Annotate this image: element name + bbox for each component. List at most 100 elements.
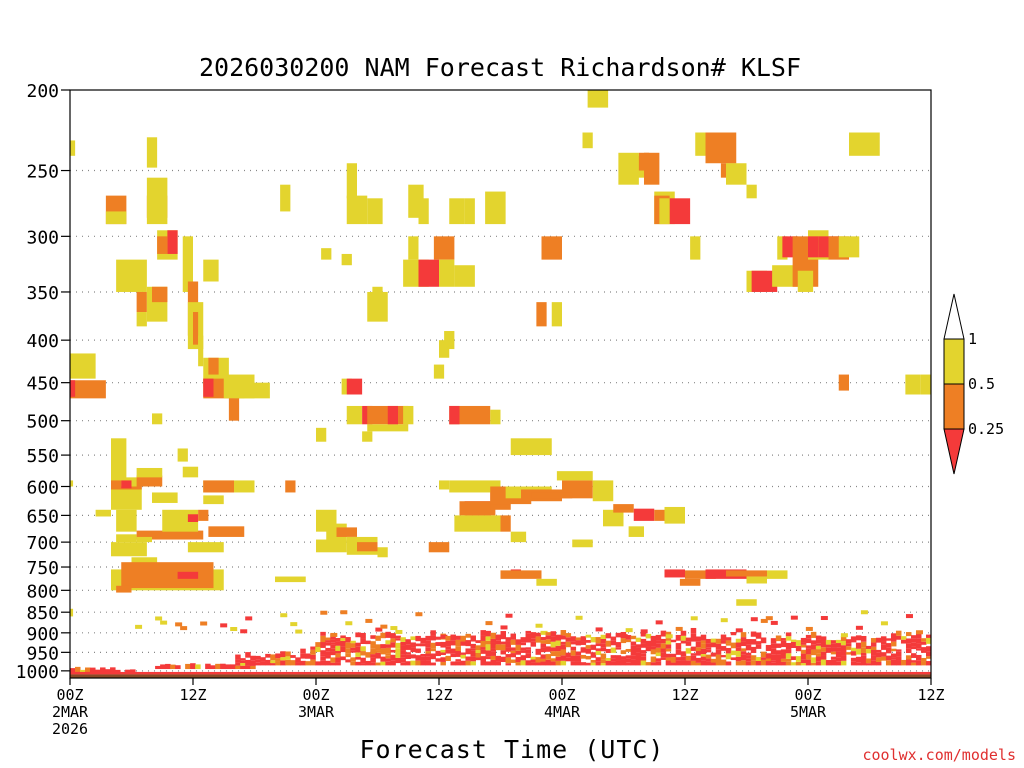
richardson-cell [650, 641, 657, 647]
richardson-cell [650, 656, 657, 663]
richardson-cell [450, 648, 456, 654]
richardson-cell [525, 633, 532, 638]
richardson-cell [520, 650, 527, 653]
richardson-cell [182, 236, 193, 292]
richardson-cell [275, 658, 281, 662]
richardson-cell [415, 660, 421, 666]
richardson-cell [445, 655, 451, 662]
richardson-cell [875, 657, 882, 662]
richardson-cell [525, 647, 532, 650]
richardson-cell [208, 526, 245, 537]
richardson-cell [675, 643, 682, 650]
richardson-cell [425, 651, 431, 654]
richardson-cell [240, 665, 246, 670]
richardson-cell [775, 643, 782, 648]
richardson-cell [415, 635, 421, 642]
richardson-cell [136, 312, 147, 327]
richardson-cell [346, 195, 368, 225]
y-tick-label: 650 [26, 506, 59, 527]
richardson-cell [500, 650, 507, 655]
richardson-cell [455, 650, 461, 657]
richardson-cell [750, 639, 757, 645]
richardson-cell [480, 660, 486, 666]
richardson-cell [370, 657, 376, 663]
richardson-cell [805, 648, 812, 655]
richardson-cell [355, 656, 361, 660]
richardson-cell [325, 640, 331, 643]
richardson-cell [585, 662, 592, 666]
richardson-cell [835, 643, 842, 648]
richardson-cell [710, 638, 717, 643]
richardson-cell [710, 662, 717, 666]
richardson-cell [280, 613, 288, 618]
richardson-cell [705, 661, 712, 666]
richardson-cell [925, 634, 931, 638]
richardson-cell [430, 630, 436, 636]
richardson-cell [116, 585, 132, 593]
richardson-cell [335, 650, 341, 654]
richardson-cell [505, 657, 512, 664]
richardson-cell [690, 638, 697, 642]
richardson-cell [585, 648, 592, 654]
richardson-cell [480, 656, 486, 661]
richardson-cell [880, 641, 887, 645]
richardson-cell [680, 630, 687, 636]
richardson-cell [590, 637, 597, 643]
richardson-cell [425, 647, 431, 652]
richardson-cell [520, 660, 527, 666]
richardson-cell [555, 637, 562, 641]
richardson-cell [735, 650, 742, 657]
richardson-cell [545, 646, 552, 652]
x-tick-label: 12Z [425, 686, 452, 704]
y-tick-label: 450 [26, 374, 59, 395]
richardson-cell [116, 509, 137, 532]
richardson-cell [300, 653, 306, 659]
richardson-cell [545, 654, 552, 660]
richardson-cell [800, 649, 807, 654]
richardson-cell [685, 637, 692, 642]
richardson-cell [705, 638, 712, 644]
richardson-cell [430, 662, 436, 666]
richardson-cell [565, 633, 572, 638]
richardson-cell [350, 650, 356, 653]
richardson-cell [500, 515, 511, 532]
richardson-cell [490, 642, 496, 649]
richardson-cell [705, 132, 737, 164]
richardson-cell [510, 653, 517, 658]
richardson-cell [645, 646, 652, 652]
richardson-cell [895, 649, 902, 652]
richardson-cell [485, 661, 491, 666]
richardson-cell [111, 542, 147, 557]
richardson-cell [800, 637, 807, 643]
richardson-cell [190, 663, 196, 670]
richardson-cell [575, 615, 583, 620]
richardson-cell [500, 641, 507, 645]
richardson-cell [170, 664, 176, 670]
plot-frame [69, 89, 932, 679]
richardson-cell [255, 662, 261, 666]
richardson-cell [245, 665, 251, 670]
richardson-cell [895, 660, 902, 666]
richardson-cell [440, 634, 448, 639]
richardson-cell [270, 660, 276, 664]
richardson-cell [405, 654, 411, 659]
richardson-cell [460, 635, 466, 642]
richardson-cell [315, 642, 321, 647]
richardson-cell [555, 660, 562, 666]
richardson-cell [285, 651, 291, 657]
richardson-cell [745, 655, 752, 659]
richardson-cell [750, 660, 757, 666]
richardson-cell [860, 647, 867, 653]
richardson-cell [540, 630, 548, 635]
richardson-cell [765, 644, 772, 651]
richardson-cell [435, 642, 441, 646]
richardson-cell [620, 650, 627, 654]
richardson-cell [310, 649, 316, 655]
richardson-cell [710, 652, 717, 657]
richardson-cell [385, 644, 391, 648]
richardson-cell [235, 665, 241, 670]
richardson-cell [770, 638, 777, 644]
richardson-cell [195, 664, 201, 670]
richardson-cell [449, 480, 501, 493]
richardson-cell [905, 632, 912, 637]
